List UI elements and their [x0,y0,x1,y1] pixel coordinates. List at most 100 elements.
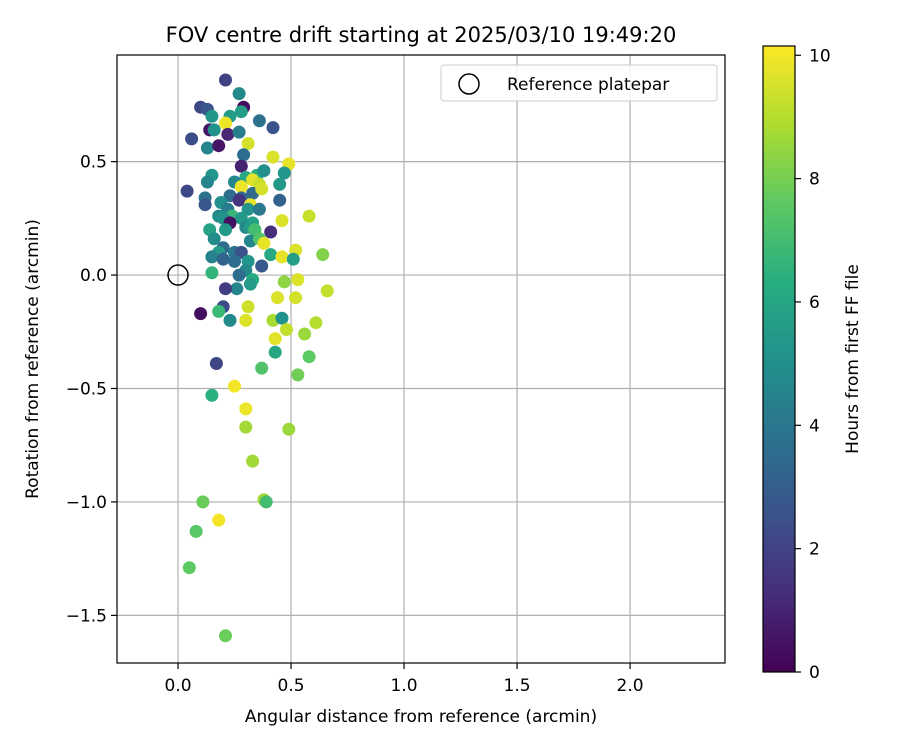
data-point [198,198,212,212]
data-point [241,202,255,216]
data-point [320,284,334,298]
y-tick-label: −1.0 [66,493,107,513]
data-point [230,282,244,296]
data-point [180,184,194,198]
data-point [264,248,278,262]
x-axis-label: Angular distance from reference (arcmin) [245,707,597,727]
y-axis-label: Rotation from reference (arcmin) [23,219,43,499]
x-tick-label: 1.0 [391,676,418,696]
data-point [212,304,226,318]
data-point [241,300,255,314]
data-point [228,254,241,268]
colorbar-tick-label: 8 [809,170,820,190]
data-point [302,209,316,223]
data-point [259,495,273,509]
y-axis-ticks: −1.5 −1.0 −0.5 0.0 0.5 [66,153,117,626]
data-point [266,150,280,164]
data-point [234,105,248,119]
y-tick-label: 0.5 [80,153,107,173]
data-point [194,307,208,321]
data-point [234,245,248,259]
data-point [271,291,284,305]
data-point [221,127,235,141]
data-point [291,273,305,287]
colorbar-ticks: 0 2 4 6 8 10 [795,46,831,683]
data-point [234,180,248,194]
colorbar-gradient [762,45,796,673]
legend: Reference platepar [440,64,718,102]
data-point [275,250,289,264]
data-point [196,495,210,509]
colorbar-tick-label: 4 [809,416,820,436]
data-point [205,266,219,280]
data-point [219,282,232,296]
data-point [252,114,266,128]
data-point [232,87,246,101]
data-point [257,236,271,250]
data-point [277,275,291,289]
data-point [182,561,196,575]
data-point [255,182,269,196]
x-tick-label: 1.5 [504,676,531,696]
plot-frame [116,54,726,664]
data-point [232,193,246,207]
legend-entry-label: Reference platepar [507,75,669,95]
data-point [286,252,300,266]
data-point [200,141,214,155]
data-point [200,175,214,189]
data-point [289,291,303,305]
data-point [207,232,221,246]
colorbar-tick-label: 0 [809,663,820,683]
data-point [189,524,203,538]
data-point [232,125,246,139]
data-point [291,368,305,382]
data-point [280,323,293,336]
data-point [264,225,278,239]
data-point [243,277,257,291]
data-point [216,252,230,266]
data-point [302,350,316,364]
colorbar-tick-label: 2 [809,540,820,560]
grid-lines [117,55,725,663]
data-point [185,132,199,146]
data-point [212,139,226,153]
data-point [209,357,223,370]
y-tick-label: 0.0 [80,266,107,286]
data-point [316,248,330,262]
data-point [223,313,237,327]
data-point [219,73,232,87]
legend-marker [458,73,480,95]
data-point [298,327,312,341]
data-point [205,388,219,402]
data-point [237,148,251,162]
data-point [239,313,253,327]
data-point [252,202,266,216]
y-tick-label: −0.5 [66,379,107,399]
colorbar-tick-label: 6 [809,293,820,313]
data-point [255,361,269,375]
data-point [232,268,246,282]
data-point [268,332,282,346]
data-point [219,223,232,237]
chart-title: FOV centre drift starting at 2025/03/10 … [166,23,677,47]
data-point [275,311,289,325]
colorbar-label: Hours from first FF file [843,264,863,454]
data-point [219,116,232,130]
data-point [239,402,253,416]
legend-box [440,64,718,102]
data-point [255,259,269,273]
data-point [205,109,219,123]
scatter-points [180,73,334,643]
reference-point-marker [167,264,189,286]
colorbar: 0 2 4 6 8 10 Hours from first FF file [762,45,863,683]
data-point [234,159,248,173]
data-point [241,137,255,150]
x-tick-label: 2.0 [617,676,644,696]
data-point [205,250,219,264]
data-point [277,166,291,180]
x-tick-label: 0.5 [278,676,305,696]
data-point [228,379,241,393]
x-axis-ticks: 0.0 0.5 1.0 1.5 2.0 [165,663,644,696]
data-point [268,345,282,359]
